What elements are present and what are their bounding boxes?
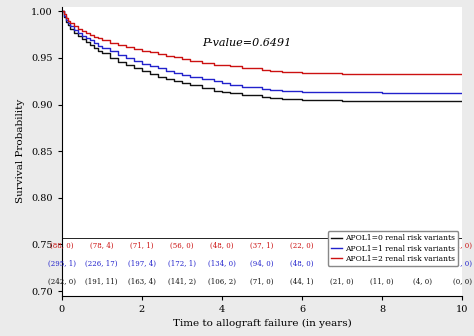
Text: (134, 0): (134, 0): [208, 260, 236, 268]
Text: (21, 0): (21, 0): [330, 278, 354, 286]
Text: (48, 0): (48, 0): [290, 260, 314, 268]
Text: (172, 1): (172, 1): [168, 260, 196, 268]
Text: (56, 0): (56, 0): [170, 241, 193, 249]
Text: (4, 0): (4, 0): [412, 278, 432, 286]
Text: (78, 4): (78, 4): [90, 241, 113, 249]
Text: (1, 0): (1, 0): [453, 241, 472, 249]
Text: (37, 1): (37, 1): [250, 241, 273, 249]
Text: (94, 0): (94, 0): [250, 260, 273, 268]
X-axis label: Time to allograft failure (in years): Time to allograft failure (in years): [173, 319, 351, 328]
Text: (163, 4): (163, 4): [128, 278, 155, 286]
Text: (295, 1): (295, 1): [47, 260, 76, 268]
Text: (191, 11): (191, 11): [85, 278, 118, 286]
Text: (11, 0): (11, 0): [370, 278, 394, 286]
Text: (48, 0): (48, 0): [210, 241, 234, 249]
Text: (22, 0): (22, 0): [290, 241, 314, 249]
Legend: APOL1=0 renal risk variants, APOL1=1 renal risk variants, APOL1=2 renal risk var: APOL1=0 renal risk variants, APOL1=1 ren…: [328, 231, 458, 266]
Text: (9, 0): (9, 0): [373, 241, 392, 249]
Text: (226, 17): (226, 17): [85, 260, 118, 268]
Text: (141, 2): (141, 2): [168, 278, 196, 286]
Y-axis label: Survival Probability: Survival Probability: [17, 99, 26, 203]
Text: (88, 0): (88, 0): [50, 241, 73, 249]
Text: (1, 0): (1, 0): [453, 260, 472, 268]
Text: (71, 1): (71, 1): [130, 241, 154, 249]
Text: (242, 0): (242, 0): [47, 278, 76, 286]
Text: P-value=0.6491: P-value=0.6491: [202, 38, 291, 48]
Text: (4, 0): (4, 0): [412, 241, 432, 249]
Text: (4, 0): (4, 0): [412, 260, 432, 268]
Text: (17, 0): (17, 0): [370, 260, 394, 268]
Text: (106, 2): (106, 2): [208, 278, 236, 286]
Text: (71, 0): (71, 0): [250, 278, 273, 286]
Text: (44, 1): (44, 1): [290, 278, 314, 286]
Text: (13, 0): (13, 0): [330, 241, 354, 249]
Text: (28, 0): (28, 0): [330, 260, 354, 268]
Text: (0, 0): (0, 0): [453, 278, 472, 286]
Text: (197, 4): (197, 4): [128, 260, 156, 268]
